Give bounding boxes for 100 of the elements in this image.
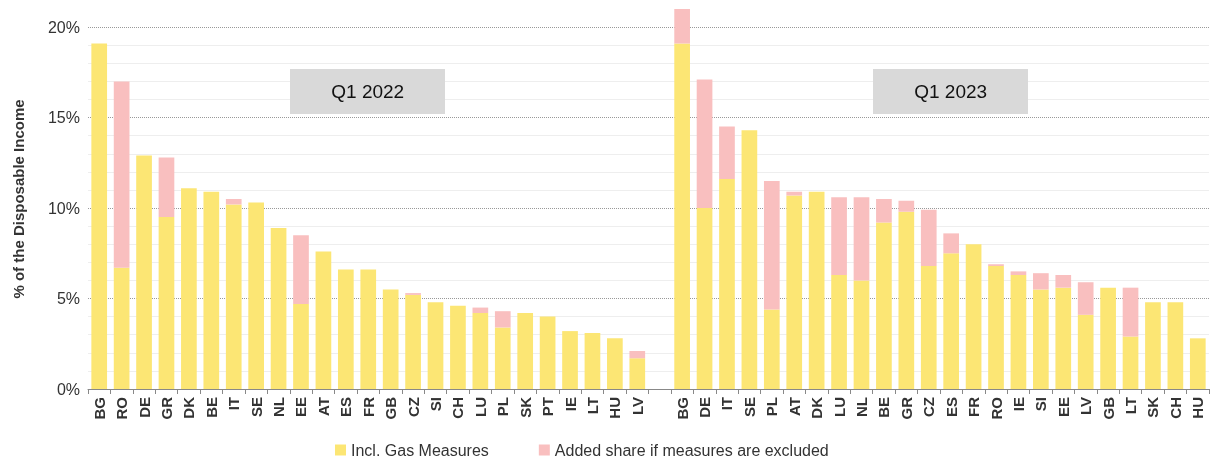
x-tick-label: CH — [449, 397, 467, 419]
x-tick-label: LV — [1077, 397, 1095, 416]
bar — [1167, 302, 1184, 389]
bar — [382, 289, 399, 389]
x-tick-label: AT — [314, 397, 332, 416]
x-tick-label: RO — [113, 396, 131, 420]
label-box: Q1 2022 — [290, 69, 446, 114]
x-tick-label: BG — [673, 397, 691, 420]
x-tick-label: IT — [225, 397, 243, 411]
x-tick-label: GB — [1099, 396, 1117, 420]
x-tick-label: EE — [292, 397, 310, 418]
x-tick-label: FR — [359, 396, 377, 417]
x-tick-label: PL — [763, 397, 781, 417]
x-tick-label: SE — [247, 397, 265, 418]
y-tick-label: 0% — [56, 380, 80, 398]
bar — [920, 209, 937, 266]
bar — [293, 235, 309, 304]
label-box: Q1 2023 — [873, 69, 1029, 114]
x-tick-label: IT — [718, 397, 736, 411]
x-tick-label: LV — [628, 397, 646, 416]
x-tick-label: HU — [606, 397, 624, 419]
x-tick-label: CZ — [920, 397, 938, 417]
bar — [248, 202, 264, 389]
x-tick-label: ES — [337, 397, 355, 418]
bar — [1100, 287, 1116, 389]
x-tick-label: GB — [382, 396, 400, 420]
bar — [696, 79, 713, 209]
bar — [1189, 338, 1206, 389]
bar — [158, 157, 175, 218]
x-tick-label: SE — [740, 397, 758, 418]
x-tick-label: DK — [808, 396, 826, 419]
bar — [876, 222, 892, 389]
bar — [719, 126, 735, 180]
x-tick-label: RO — [987, 396, 1005, 420]
bar — [1010, 275, 1027, 389]
bar — [203, 191, 220, 389]
y-tick-label: 15% — [47, 109, 80, 127]
bar — [539, 316, 556, 389]
bar — [1010, 271, 1027, 275]
bar — [1077, 282, 1094, 315]
bar — [1055, 287, 1072, 389]
bar — [674, 9, 690, 44]
x-tick-label: ES — [942, 397, 960, 418]
x-tick-label: CH — [1166, 397, 1184, 419]
y-tick-label: 5% — [56, 290, 80, 308]
bar — [853, 280, 870, 389]
bar — [225, 204, 242, 389]
bar — [1077, 314, 1094, 389]
bar — [270, 227, 287, 389]
x-tick-label: GR — [897, 396, 915, 420]
bar — [719, 179, 735, 389]
x-tick-label: FR — [965, 396, 983, 417]
bar — [943, 233, 960, 254]
bar — [674, 43, 690, 389]
x-tick-label: DE — [696, 397, 714, 418]
x-tick-label: LU — [471, 397, 489, 417]
bar — [876, 199, 892, 223]
bar — [853, 197, 870, 281]
bar — [584, 332, 601, 389]
bar — [763, 180, 780, 310]
bar — [808, 191, 825, 389]
bar — [943, 253, 960, 389]
bar — [91, 43, 108, 389]
bar — [1033, 289, 1049, 389]
bar — [1055, 275, 1072, 288]
annotation: Q1 2023 — [914, 81, 988, 102]
x-tick-label: BG — [90, 397, 108, 420]
x-tick-label: SK — [1144, 396, 1162, 418]
bar — [113, 267, 130, 389]
bar — [158, 217, 175, 389]
bar — [741, 130, 758, 389]
bar — [1033, 273, 1049, 290]
legend-label: Incl. Gas Measures — [351, 441, 489, 459]
x-tick-label: IE — [561, 397, 579, 412]
bar — [450, 305, 466, 389]
x-tick-label: LT — [1122, 397, 1140, 415]
x-tick-label: GR — [157, 396, 175, 420]
bar — [920, 265, 937, 389]
bar — [763, 309, 780, 389]
bar — [562, 331, 578, 389]
x-tick-label: CZ — [404, 397, 422, 417]
bar — [1122, 336, 1139, 389]
x-tick-label: NL — [852, 397, 870, 417]
bar — [337, 269, 354, 389]
y-tick-label: 10% — [47, 199, 80, 217]
bar — [136, 155, 152, 389]
bar — [315, 251, 332, 389]
bar — [831, 275, 847, 389]
bar — [517, 313, 534, 389]
x-tick-label: BE — [202, 397, 220, 418]
x-tick-label: PL — [494, 397, 512, 417]
x-tick-label: AT — [785, 397, 803, 416]
bar — [786, 195, 803, 389]
x-tick-label: SI — [1032, 397, 1050, 412]
x-tick-label: LT — [583, 397, 601, 415]
bar — [696, 208, 713, 389]
bar — [1122, 287, 1139, 337]
bar — [113, 81, 130, 268]
x-tick-label: IE — [1009, 397, 1027, 412]
x-tick-label: PT — [539, 397, 557, 417]
